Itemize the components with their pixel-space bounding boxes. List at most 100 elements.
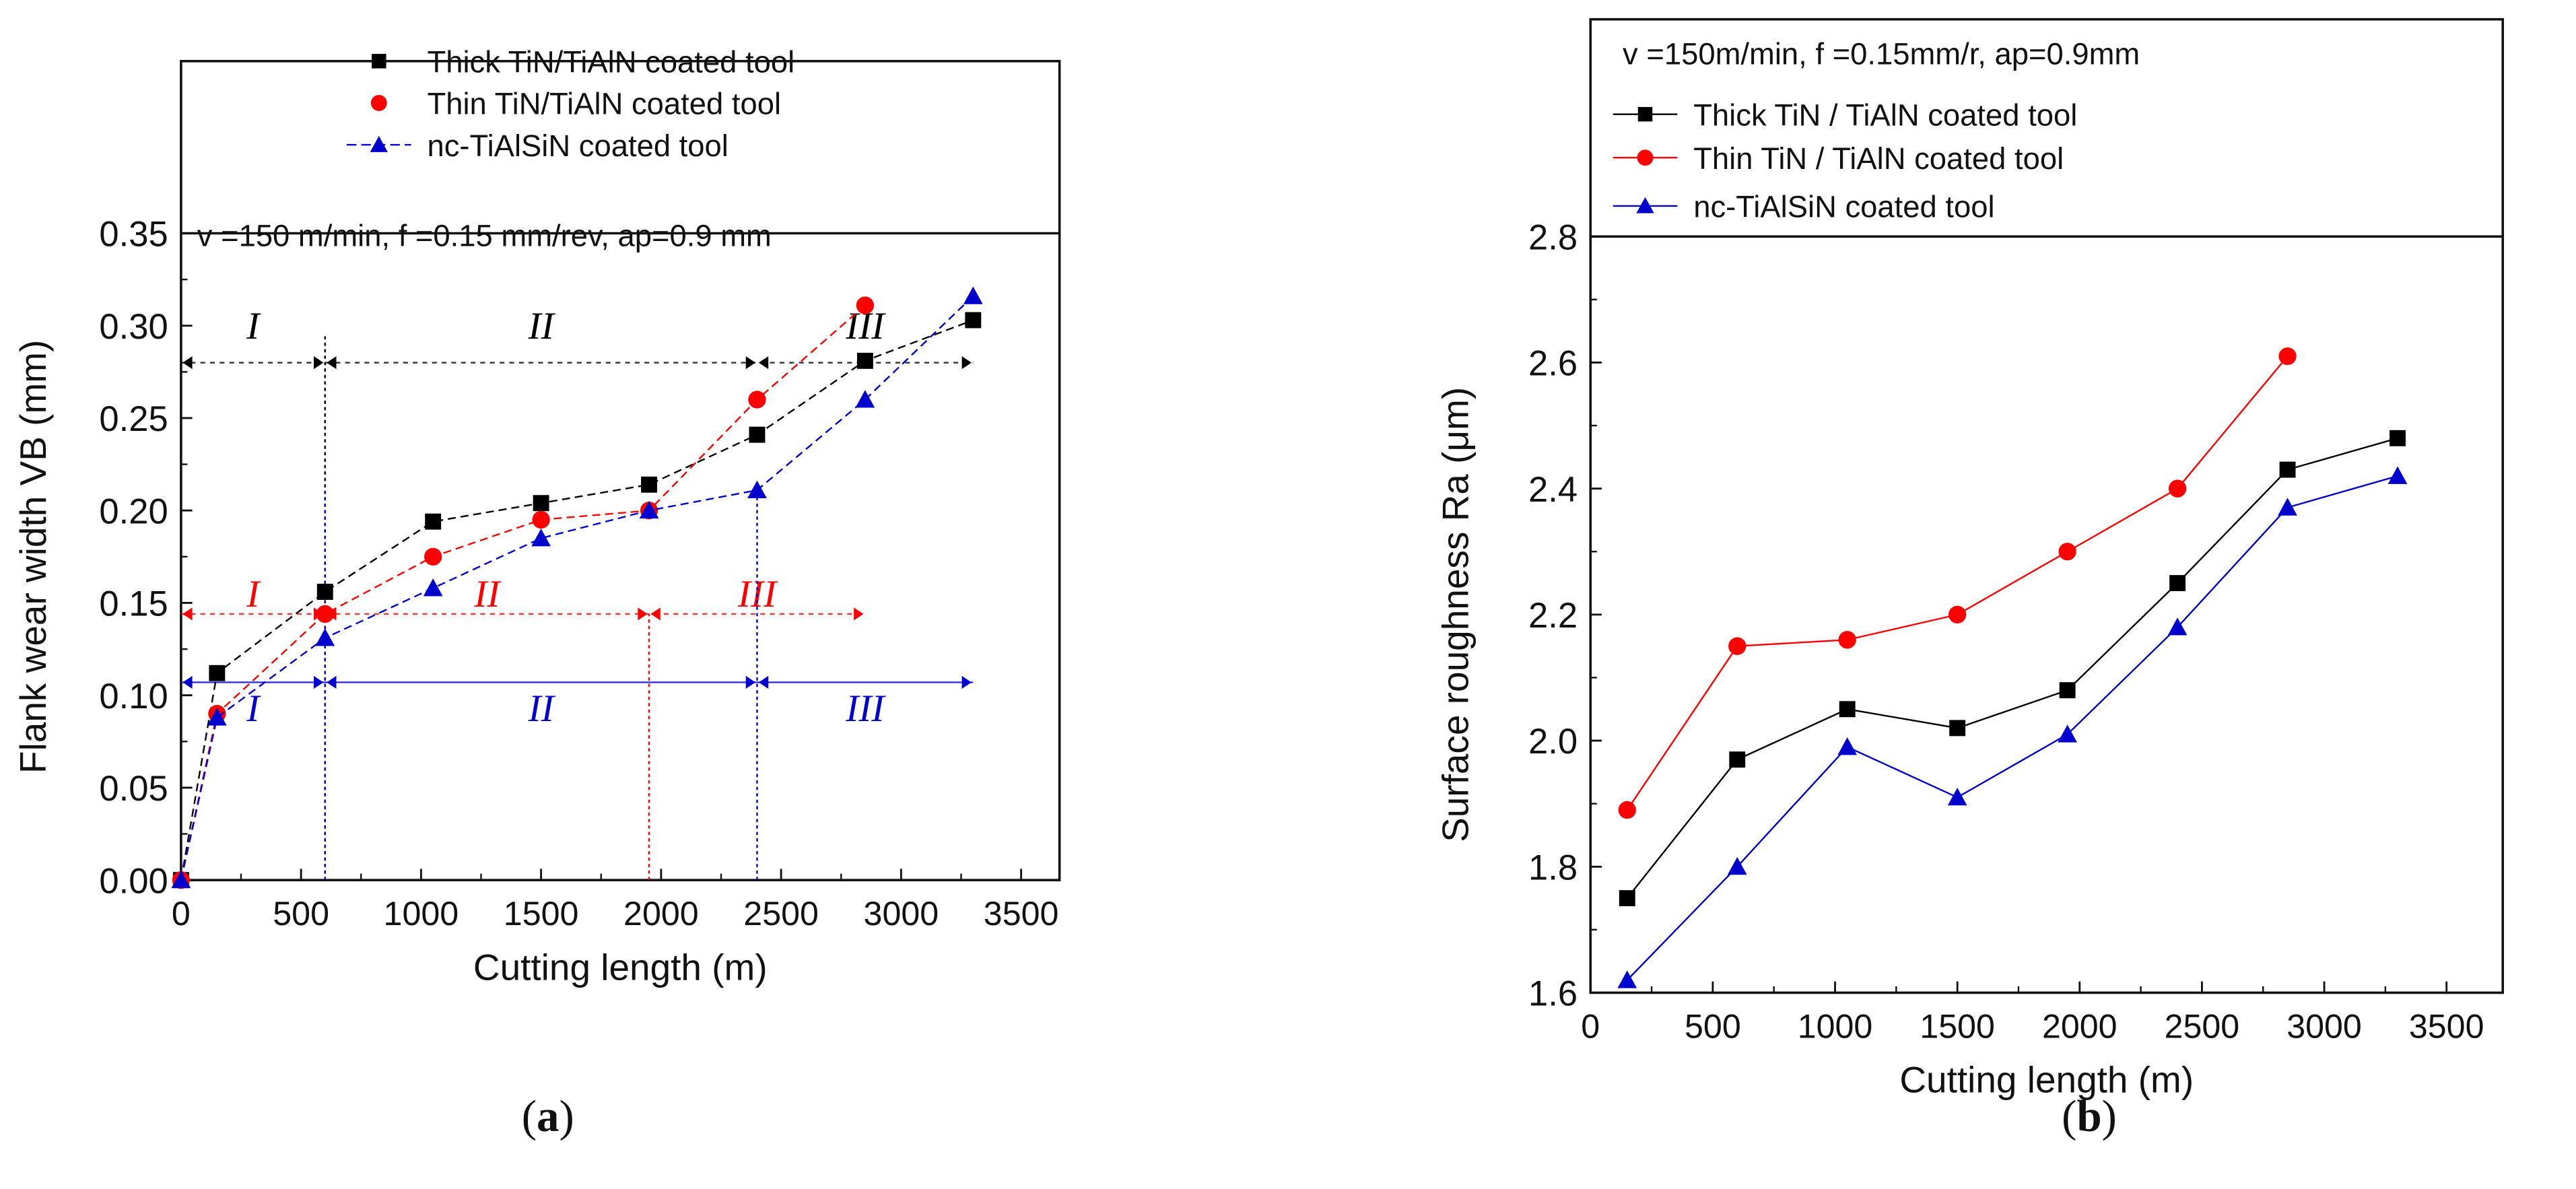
y-tick-label: 2.0: [1528, 722, 1578, 761]
data-point: [749, 426, 766, 443]
stage-arrow-right: [745, 675, 756, 689]
data-point: [209, 665, 226, 681]
chart-a-flank-wear: Thick TiN/TiAlN coated tool Thin TiN/TiAl…: [12, 45, 1061, 988]
legend-label: Thick TiN / TiAlN coated tool: [1693, 98, 2077, 132]
condition-annotation: v =150 m/min, f =0.15 mm/rev, ap=0.9 mm: [197, 219, 772, 253]
data-point: [1729, 751, 1746, 768]
y-tick-label: 0.15: [99, 584, 168, 624]
y-tick-label: 0.05: [99, 769, 168, 809]
data-point: [963, 286, 983, 304]
x-tick-label: 2000: [2042, 1007, 2117, 1045]
data-point: [856, 296, 875, 314]
series-line: [1626, 355, 2289, 811]
x-tick-label: 0: [1581, 1007, 1600, 1045]
stage-label: II: [473, 573, 502, 615]
stage-label: II: [528, 305, 556, 347]
data-point: [2169, 575, 2186, 592]
data-point: [2278, 347, 2297, 366]
caption-a: (a): [522, 1091, 574, 1141]
legend-label: nc-TiAlSiN coated tool: [428, 129, 728, 163]
data-point: [1837, 737, 1858, 755]
data-point: [1618, 801, 1636, 819]
stage-label: II: [528, 687, 556, 730]
data-point: [425, 513, 442, 530]
stage-arrow-left: [182, 607, 193, 621]
x-tick-label: 500: [273, 895, 329, 932]
data-point: [1838, 631, 1856, 649]
data-point: [2389, 430, 2406, 446]
data-point: [1728, 637, 1747, 655]
data-point: [639, 500, 659, 519]
data-point: [2168, 479, 2187, 498]
y-tick-label: 2.6: [1528, 344, 1578, 384]
data-point: [316, 605, 334, 623]
x-tick-label: 2500: [743, 895, 819, 932]
y-tick-label: 0.25: [99, 399, 168, 439]
stage-arrow-left: [182, 675, 193, 689]
y-axis-label: Surface roughness Ra (μm): [1435, 387, 1477, 842]
x-tick-label: 2000: [623, 895, 699, 932]
data-point: [2387, 466, 2408, 484]
y-tick-label: 2.8: [1528, 217, 1578, 257]
series-line: [1626, 437, 2398, 899]
x-tick-label: 3500: [2409, 1007, 2484, 1045]
data-point: [1839, 701, 1856, 718]
stage-arrow-right: [961, 675, 972, 689]
stage-label: III: [845, 687, 886, 730]
data-point: [2167, 617, 2188, 636]
data-point: [531, 529, 551, 547]
series-line: [180, 295, 974, 881]
stage-arrow-left: [758, 356, 769, 370]
stage-arrow-right: [314, 356, 324, 370]
data-point: [855, 390, 875, 408]
stage-arrow-right: [745, 356, 756, 370]
legend-label: nc-TiAlSiN coated tool: [1693, 190, 1994, 224]
y-axis-label: Flank wear width VB (mm): [12, 340, 54, 774]
y-tick-label: 0.10: [99, 677, 168, 716]
x-axis-label: Cutting length (m): [473, 946, 768, 988]
x-tick-label: 2500: [2165, 1007, 2240, 1045]
condition-annotation: v =150m/min, f =0.15mm/r, ap=0.9mm: [1623, 37, 2140, 71]
data-point: [423, 578, 443, 597]
x-tick-label: 1000: [384, 895, 459, 932]
stage-arrow-left: [327, 356, 337, 370]
data-point: [207, 708, 227, 726]
legend-marker: [372, 54, 386, 69]
series-line: [180, 319, 974, 881]
data-point: [747, 480, 767, 498]
data-point: [1619, 890, 1635, 907]
stage-arrow-right: [854, 607, 864, 621]
y-tick-label: 0.00: [99, 861, 168, 901]
data-point: [2058, 724, 2077, 743]
data-point: [2058, 543, 2076, 561]
x-tick-label: 0: [172, 895, 191, 932]
chart-frame: [1589, 18, 2505, 994]
stage-arrow-left: [650, 607, 660, 621]
y-tick-label: 2.4: [1528, 470, 1578, 510]
stage-arrow-left: [182, 356, 193, 370]
x-tick-label: 1500: [1920, 1007, 1995, 1045]
caption-b: (b): [2062, 1091, 2117, 1141]
legend-marker: [370, 94, 387, 111]
data-point: [1949, 720, 1966, 737]
stage-arrow-right: [961, 356, 972, 370]
data-point: [965, 312, 982, 329]
data-point: [1617, 970, 1637, 988]
x-tick-label: 3000: [864, 895, 939, 932]
y-tick-label: 1.6: [1528, 974, 1578, 1014]
y-tick-label: 2.2: [1528, 596, 1578, 636]
legend-marker: [370, 135, 388, 152]
stage-label: I: [246, 573, 261, 615]
data-point: [2278, 498, 2297, 516]
legend-marker: [1637, 149, 1654, 166]
x-tick-label: 500: [1685, 1007, 1741, 1045]
x-tick-label: 3000: [2286, 1007, 2362, 1045]
chart-b-surface-roughness: Thick TiN / TiAlN coated tool Thin TiN / …: [1435, 18, 2505, 1101]
data-point: [1727, 856, 1747, 875]
stage-arrow-right: [314, 675, 324, 689]
data-point: [424, 547, 442, 566]
x-tick-label: 1000: [1798, 1007, 1873, 1045]
data-point: [316, 584, 333, 600]
data-point: [641, 476, 657, 493]
